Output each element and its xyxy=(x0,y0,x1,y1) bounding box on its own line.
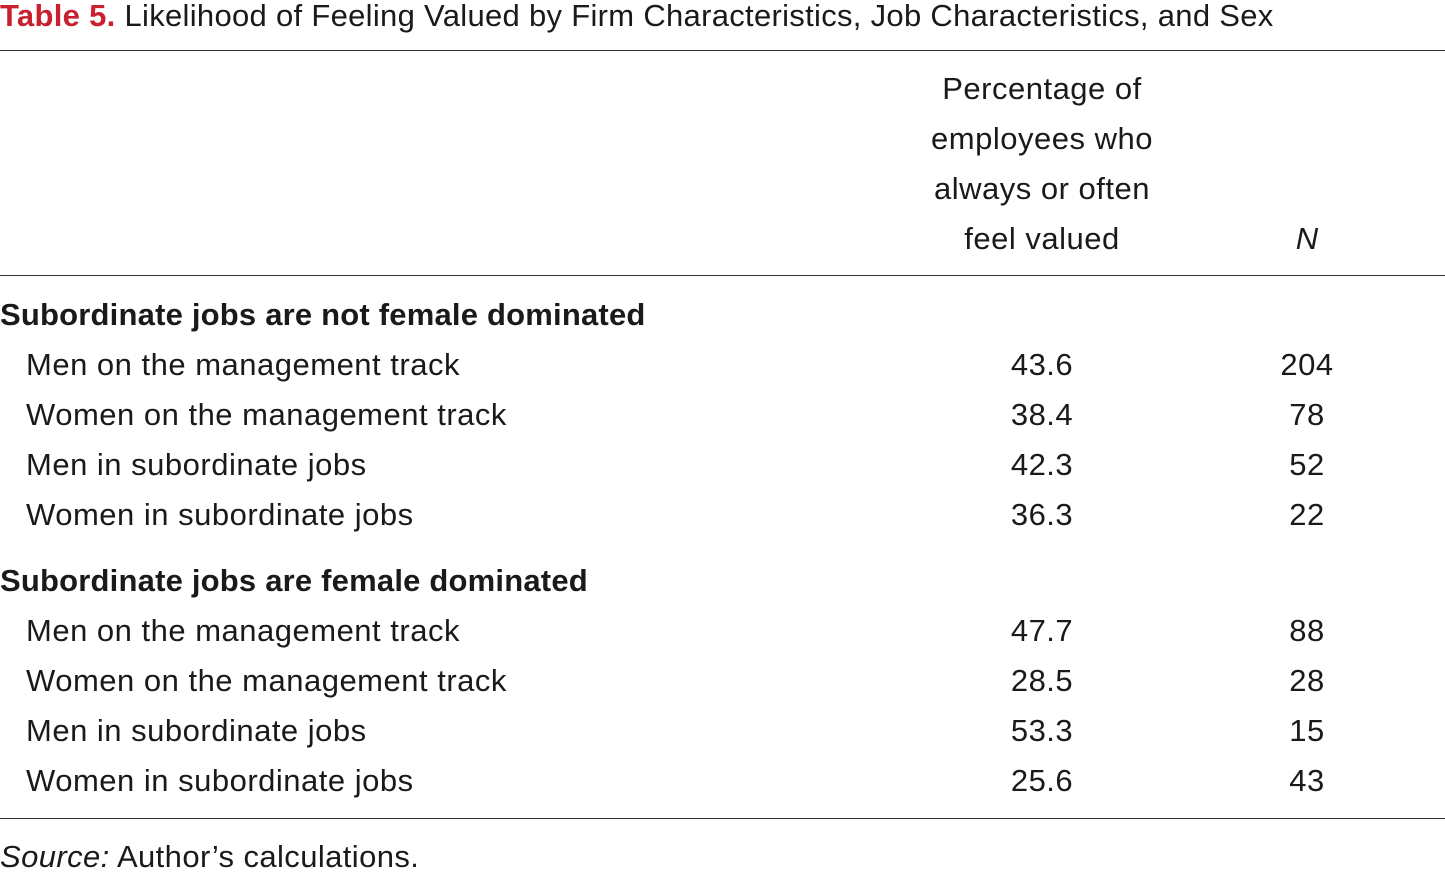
row-percentage: 43.6 xyxy=(1010,347,1074,382)
row-n: 43 xyxy=(1289,763,1325,798)
table-row: Men on the management track 47.7 88 xyxy=(0,606,1445,656)
row-percentage: 42.3 xyxy=(1010,447,1074,482)
row-n: 22 xyxy=(1289,497,1325,532)
table-row: Women in subordinate jobs 36.3 22 xyxy=(0,490,1445,540)
table-row: Men in subordinate jobs 42.3 52 xyxy=(0,440,1445,490)
bottom-rule xyxy=(0,818,1445,819)
table-caption: Table 5. Likelihood of Feeling Valued by… xyxy=(0,0,1445,36)
row-label: Women in subordinate jobs xyxy=(26,497,414,532)
row-n: 204 xyxy=(1280,347,1334,382)
table-row: Women on the management track 28.5 28 xyxy=(0,656,1445,706)
row-label: Men in subordinate jobs xyxy=(26,713,367,748)
column-header-n: N xyxy=(1295,221,1319,256)
row-percentage: 36.3 xyxy=(1010,497,1074,532)
row-percentage: 25.6 xyxy=(1010,763,1074,798)
column-header-line: always or often xyxy=(934,171,1150,206)
row-label: Men on the management track xyxy=(26,347,460,382)
source-text: Author’s calculations. xyxy=(109,839,420,874)
row-label: Men in subordinate jobs xyxy=(26,447,367,482)
column-header-line: employees who xyxy=(931,121,1153,156)
column-header-line: feel valued xyxy=(964,221,1120,256)
row-n: 15 xyxy=(1289,713,1325,748)
table-row: Men in subordinate jobs 53.3 15 xyxy=(0,706,1445,756)
group-heading: Subordinate jobs are female dominated xyxy=(0,563,588,598)
row-percentage: 53.3 xyxy=(1010,713,1074,748)
group-heading: Subordinate jobs are not female dominate… xyxy=(0,297,646,332)
row-label: Men on the management track xyxy=(26,613,460,648)
row-n: 78 xyxy=(1289,397,1325,432)
row-label: Women on the management track xyxy=(26,397,507,432)
source-note: Source: Author’s calculations. xyxy=(0,832,419,882)
row-label: Women on the management track xyxy=(26,663,507,698)
column-header-line: Percentage of xyxy=(942,71,1142,106)
row-percentage: 47.7 xyxy=(1010,613,1074,648)
source-label: Source: xyxy=(0,839,110,874)
column-header-percentage: Percentage of employees who always or of… xyxy=(880,64,1204,264)
table-row: Women on the management track 38.4 78 xyxy=(0,390,1445,440)
row-n: 52 xyxy=(1289,447,1325,482)
row-n: 88 xyxy=(1289,613,1325,648)
table-row: Women in subordinate jobs 25.6 43 xyxy=(0,756,1445,806)
table-row: Men on the management track 43.6 204 xyxy=(0,340,1445,390)
row-percentage: 38.4 xyxy=(1010,397,1074,432)
table-title: Likelihood of Feeling Valued by Firm Cha… xyxy=(124,0,1274,33)
table-number: Table 5. xyxy=(0,0,116,33)
row-n: 28 xyxy=(1289,663,1325,698)
row-percentage: 28.5 xyxy=(1010,663,1074,698)
row-label: Women in subordinate jobs xyxy=(26,763,414,798)
top-rule xyxy=(0,50,1445,51)
header-rule xyxy=(0,275,1445,276)
